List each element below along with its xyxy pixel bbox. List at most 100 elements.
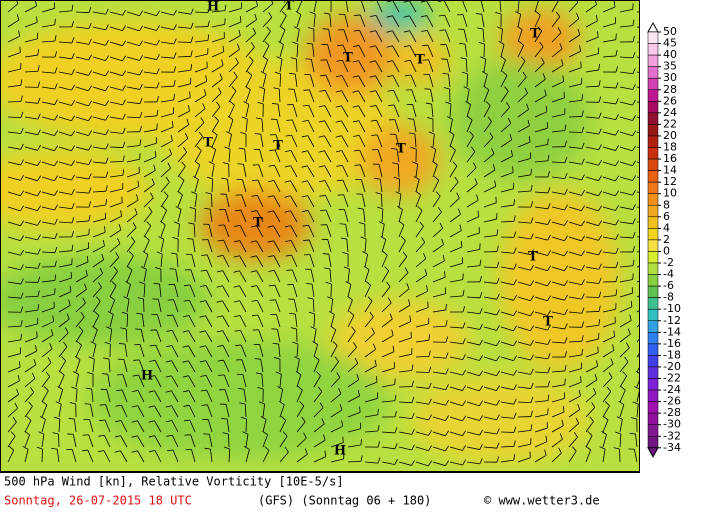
barb-flag <box>632 83 636 90</box>
barb-flag <box>524 87 528 94</box>
barb-flag <box>306 283 313 285</box>
barb <box>154 390 162 403</box>
barb <box>239 255 247 268</box>
barb-flag <box>80 311 85 318</box>
barb-flag <box>105 129 109 135</box>
barb <box>160 239 165 253</box>
barb-flag <box>577 29 581 35</box>
barb <box>109 257 120 268</box>
barb-flag <box>437 206 442 213</box>
barb-flag <box>182 360 189 363</box>
barb <box>307 165 315 178</box>
barb-flag <box>630 300 633 307</box>
barb-flag <box>318 165 325 168</box>
barb-flag <box>564 220 568 226</box>
barb <box>210 449 213 463</box>
barb-flag <box>156 25 160 31</box>
barb-flag <box>136 312 143 315</box>
barb-flag <box>88 130 92 136</box>
barb <box>58 360 66 373</box>
barb <box>177 11 191 15</box>
barb <box>381 367 395 373</box>
pressure-label: H <box>207 0 219 15</box>
barb-flag <box>581 158 585 165</box>
barb <box>160 154 172 163</box>
barb <box>206 254 213 268</box>
barb <box>466 151 476 163</box>
barb-flag <box>518 41 524 46</box>
colorbar-box <box>647 343 659 356</box>
barb <box>381 302 392 313</box>
barb-flag <box>272 342 279 345</box>
barb <box>194 122 205 133</box>
barb-flag <box>172 236 179 240</box>
barb <box>500 326 514 332</box>
barb <box>359 30 366 43</box>
barb <box>189 300 196 313</box>
barb <box>449 341 463 345</box>
barb-flag <box>319 89 326 92</box>
barb-flag <box>88 22 92 29</box>
barb-flag <box>411 460 415 466</box>
barb-flag <box>580 376 582 383</box>
barb-flag <box>520 56 526 62</box>
barb <box>188 315 196 328</box>
barb-flag <box>260 416 267 420</box>
barb <box>483 371 497 377</box>
barb <box>324 135 332 148</box>
barb <box>172 435 179 448</box>
barb <box>211 178 214 193</box>
barb-flag <box>384 266 390 272</box>
barb-flag <box>547 353 551 359</box>
barb-flag <box>460 240 463 248</box>
barb <box>398 337 412 343</box>
barb-flag <box>284 180 291 183</box>
barb <box>207 239 213 253</box>
barb-flag <box>513 215 516 222</box>
barb <box>409 0 417 13</box>
barb <box>245 5 258 13</box>
barb-flag <box>635 370 640 375</box>
barb <box>585 281 599 284</box>
barb <box>228 62 239 73</box>
barb <box>568 311 582 314</box>
barb-flag <box>491 148 495 154</box>
barb-flag <box>54 190 58 196</box>
barb-flag <box>71 160 75 166</box>
barb-flag <box>513 325 517 332</box>
barb-flag <box>38 431 45 435</box>
barb-flag <box>328 311 335 315</box>
colorbar-label: 45 <box>663 37 677 50</box>
barb-flag <box>318 120 325 123</box>
colorbar-box <box>647 158 659 171</box>
barb-flag <box>382 250 388 256</box>
barb <box>534 266 548 272</box>
barb-flag <box>71 130 75 137</box>
barb <box>412 104 417 118</box>
barb-flag <box>353 134 360 137</box>
barb-flag <box>286 119 293 121</box>
barb-flag <box>373 343 376 350</box>
barb <box>290 225 298 238</box>
barb <box>619 347 630 358</box>
barb <box>41 251 56 254</box>
barb <box>327 239 332 253</box>
barb <box>308 239 315 253</box>
barb <box>273 240 281 253</box>
barb-flag <box>37 234 41 241</box>
barb <box>517 457 531 463</box>
barb-flag <box>277 386 283 390</box>
barb <box>483 386 497 391</box>
barb <box>228 35 241 43</box>
barb-flag <box>64 327 69 334</box>
barb <box>109 146 124 148</box>
barb-flag <box>513 279 517 286</box>
barb <box>58 291 72 298</box>
colorbar-label: 40 <box>663 48 677 61</box>
barb-flag <box>216 330 223 333</box>
barb <box>72 434 77 448</box>
barb-flag <box>247 71 253 76</box>
barb-flag <box>615 175 619 182</box>
barb-flag <box>375 192 382 195</box>
barb <box>241 359 247 373</box>
